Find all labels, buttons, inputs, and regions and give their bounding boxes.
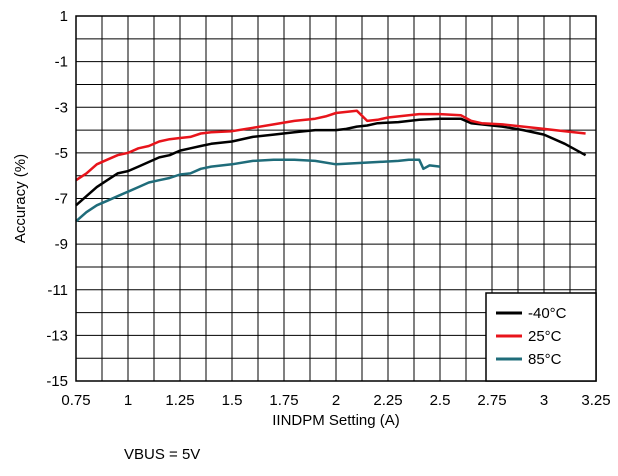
y-tick-label: -15	[46, 373, 68, 390]
x-tick-label: 2.75	[477, 392, 506, 409]
x-tick-label: 1.25	[165, 392, 194, 409]
legend-label: -40°C	[528, 305, 567, 322]
y-tick-label: -13	[46, 327, 68, 344]
series-line-2	[75, 109, 586, 182]
y-tick-label: -5	[55, 145, 68, 162]
line-chart: 0.75 1 1.25 1.5 1.75 2 2.25 2.5 2.75 3 3.25 1 -1 -3 -5…	[12, 8, 611, 429]
y-tick-label: -11	[47, 282, 68, 299]
condition-note: VBUS = 5V	[124, 446, 201, 463]
y-tick-label: -1	[55, 54, 68, 71]
x-tick-label: 0.75	[61, 392, 90, 409]
x-tick-label: 1.75	[269, 392, 298, 409]
y-tick-label: -3	[55, 99, 68, 116]
legend: -40°C 25°C 85°C	[485, 292, 597, 382]
x-tick-label: 2.25	[373, 392, 402, 409]
x-tick-label: 3	[540, 392, 548, 409]
y-tick-label: -7	[55, 191, 68, 208]
x-tick-label: 2.5	[430, 392, 451, 409]
y-axis-title: Accuracy (%)	[12, 154, 29, 243]
x-axis-title: IINDPM Setting (A)	[272, 412, 400, 429]
series-line-3	[75, 158, 441, 223]
y-tick-label: -9	[55, 236, 68, 253]
x-tick-label: 1	[124, 392, 132, 409]
tick-labels: 0.75 1 1.25 1.5 1.75 2 2.25 2.5 2.75 3 3.25 1 -1 -3 -5…	[46, 8, 610, 409]
x-tick-label: 3.25	[581, 392, 610, 409]
x-tick-label: 1.5	[222, 392, 243, 409]
x-tick-label: 2	[332, 392, 340, 409]
series-lines	[75, 109, 587, 223]
series-line-1	[75, 117, 587, 207]
plot-frame	[75, 15, 597, 382]
legend-label: 85°C	[528, 351, 562, 368]
y-tick-label: 1	[60, 8, 68, 25]
legend-label: 25°C	[528, 328, 562, 345]
